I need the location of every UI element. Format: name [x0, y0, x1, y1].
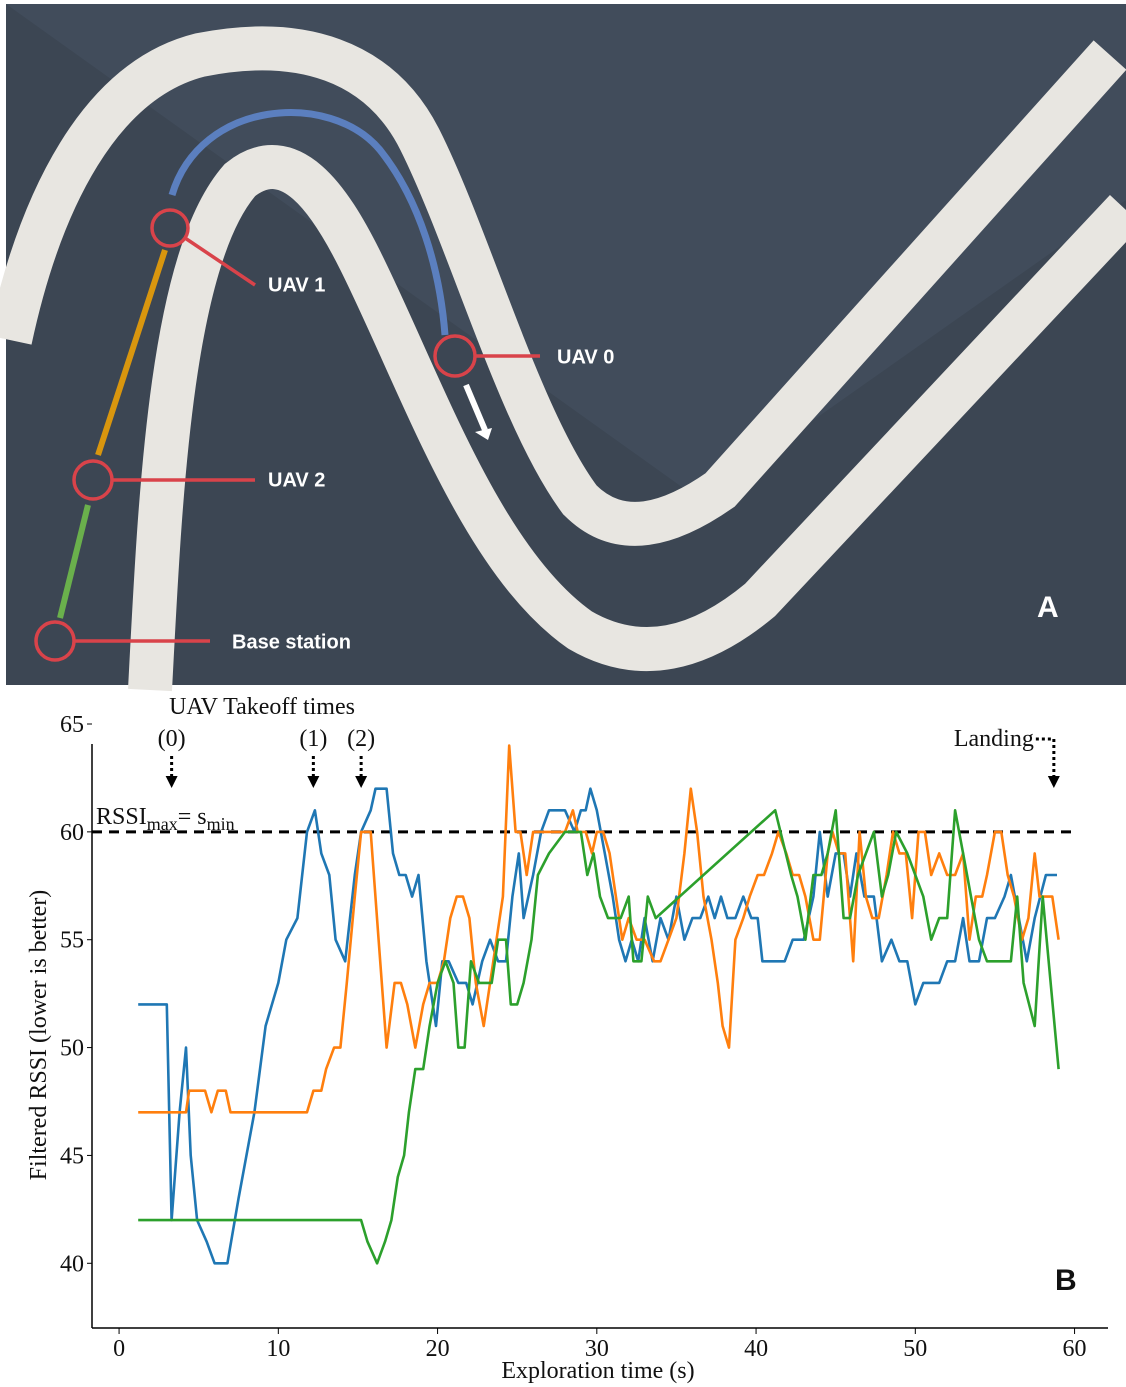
annotation: (1): [299, 726, 327, 752]
annotation-arrowhead: [355, 776, 368, 788]
uav-label: UAV 0: [557, 346, 614, 368]
threshold-label-part: = s: [178, 804, 207, 830]
panel-label: A: [1037, 591, 1059, 624]
photo-panel: UAV 1 UAV 0 UAV 2 Base station A: [0, 4, 1126, 692]
y-tick-label: 55: [60, 928, 84, 954]
x-axis-label: Exploration time (s): [501, 1358, 694, 1384]
uav-label: UAV 2: [268, 469, 325, 491]
direction-arrow: [463, 383, 488, 432]
track-inner-wall: [128, 145, 1126, 692]
panel-label: B: [1055, 1264, 1077, 1297]
y-tick-label: 45: [60, 1143, 84, 1169]
series-line: [138, 744, 1060, 1114]
uav0-path: [168, 109, 449, 336]
threshold-label-part: RSSI: [96, 804, 147, 830]
track-outer-wall: [0, 26, 1126, 546]
uav-label: UAV 1: [268, 274, 325, 296]
uav2-link: [57, 504, 91, 619]
series-line: [138, 809, 1060, 1265]
threshold-label-part: max: [147, 814, 178, 834]
annotation: (0): [158, 726, 186, 752]
annotation-arrowhead: [1047, 776, 1060, 788]
chart: UAV Takeoff times Exploration time (s) F…: [26, 694, 1108, 1384]
x-tick-label: 10: [266, 1336, 290, 1362]
annotation: (2): [347, 726, 375, 752]
threshold-label-part: min: [207, 814, 235, 834]
x-tick-label: 40: [744, 1336, 768, 1362]
x-tick-label: 20: [426, 1336, 450, 1362]
annotation-arrowhead: [165, 776, 178, 788]
x-tick-label: 0: [113, 1336, 125, 1362]
base-label: Base station: [232, 631, 351, 653]
uav-markers: [34, 208, 540, 662]
threshold-label: RSSImax= smin: [96, 804, 235, 834]
y-axis-label: Filtered RSSI (lower is better): [26, 890, 52, 1181]
chart-title: UAV Takeoff times: [169, 694, 355, 720]
y-tick-label: 50: [60, 1036, 84, 1062]
x-tick-label: 50: [903, 1336, 927, 1362]
uav1-marker: [150, 208, 190, 248]
leader-line: [184, 236, 256, 287]
annotation-arrowhead: [307, 776, 320, 788]
arrow-head: [475, 428, 492, 440]
x-tick-label: 60: [1063, 1336, 1087, 1362]
y-tick-label: 60: [60, 820, 84, 846]
series-line: [138, 787, 1057, 1265]
annotation: Landing: [954, 726, 1034, 752]
y-tick-label: 65: [60, 712, 84, 738]
uav1-link: [95, 249, 168, 456]
y-tick-label: 40: [60, 1251, 84, 1277]
x-tick-label: 30: [585, 1336, 609, 1362]
